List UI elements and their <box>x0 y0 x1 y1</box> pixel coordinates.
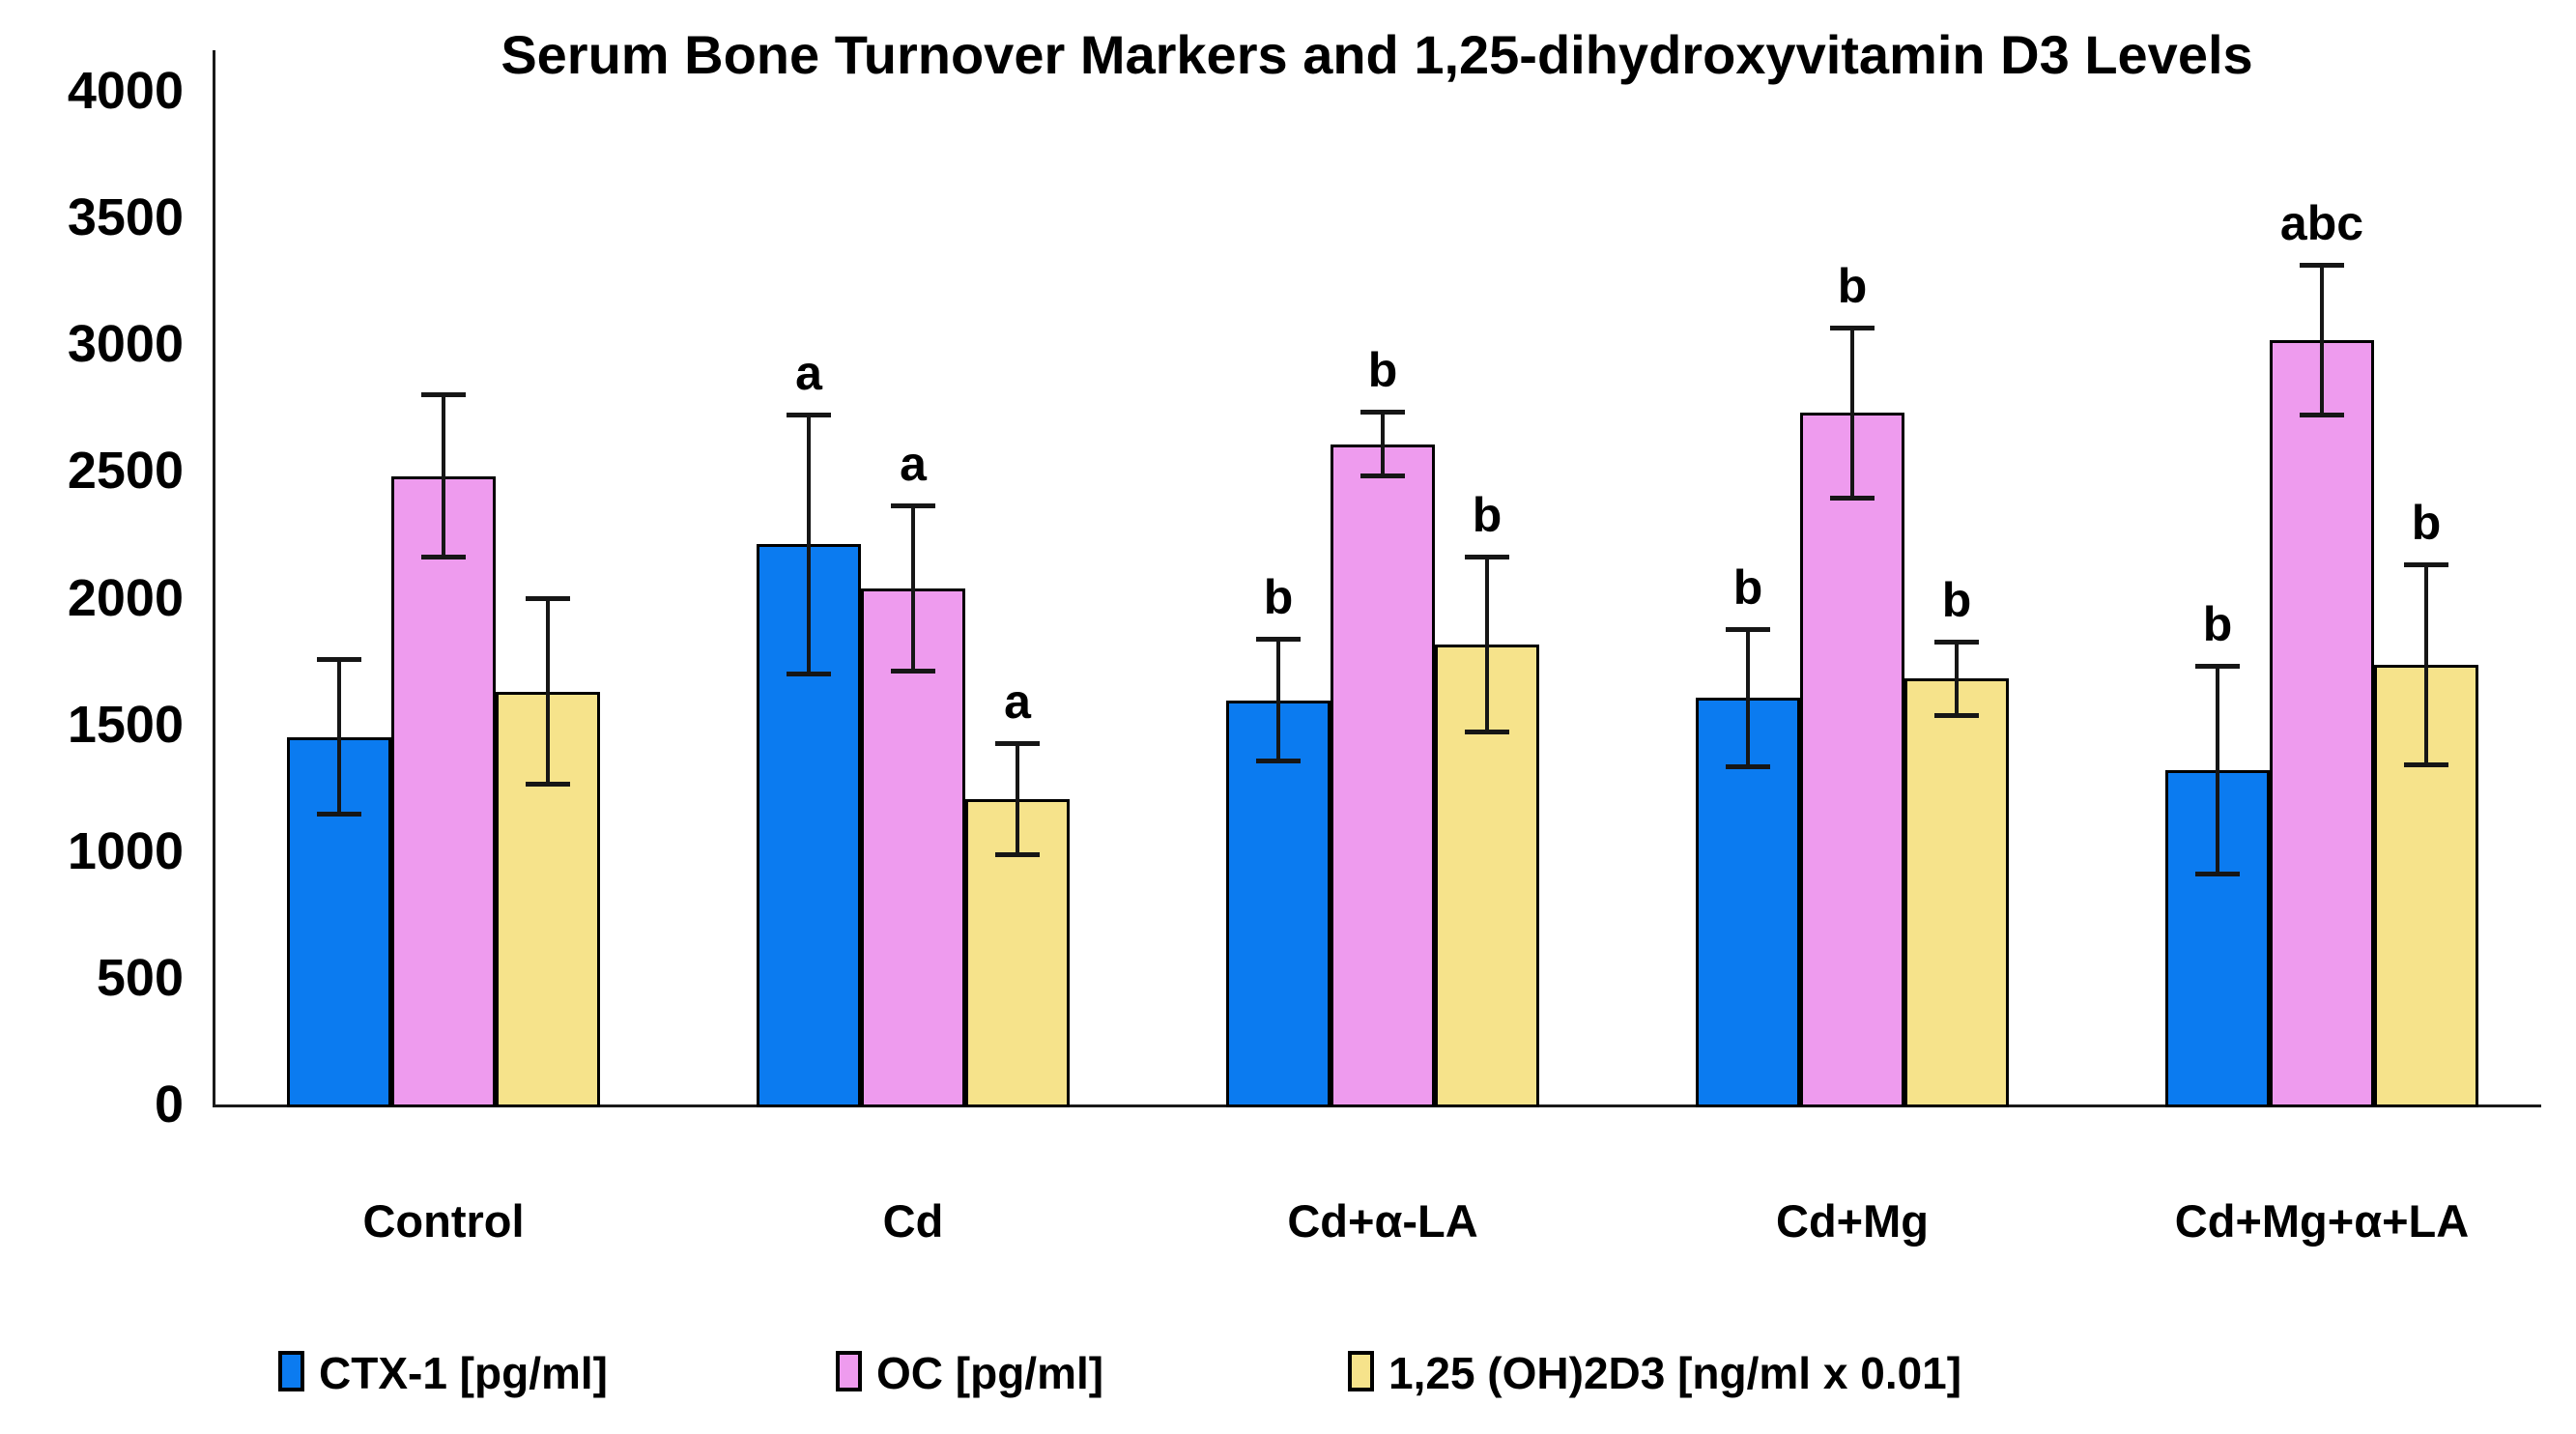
significance-letter: b <box>1263 570 1294 625</box>
error-bar-cap-bottom <box>526 781 570 787</box>
error-bar-line <box>337 657 341 817</box>
significance-letter: abc <box>2279 196 2364 251</box>
error-bar-cap-bottom <box>995 852 1040 858</box>
chart-title: Serum Bone Turnover Markers and 1,25-dih… <box>501 24 2253 85</box>
error-bar-cap-bottom <box>317 812 361 817</box>
significance-letter: b <box>1367 343 1398 398</box>
error-bar-cap-top <box>1465 554 1509 559</box>
y-axis-line <box>213 50 215 1107</box>
error-bar-line <box>1485 554 1489 735</box>
bar-ctx1-group3 <box>1226 700 1331 1107</box>
error-bar-line <box>911 503 915 674</box>
legend-label: CTX-1 [pg/ml] <box>319 1348 608 1398</box>
y-tick-label: 2500 <box>67 442 184 501</box>
error-bar-cap-bottom <box>1726 763 1770 769</box>
error-bar-cap-bottom <box>421 555 466 560</box>
error-bar-cap-bottom <box>2300 413 2344 418</box>
y-tick-label: 1500 <box>67 695 184 754</box>
error-bar-cap-bottom <box>1465 730 1509 735</box>
error-bar-line <box>1276 637 1280 764</box>
x-axis-category-label: Cd <box>882 1195 944 1247</box>
y-tick-label: 3000 <box>67 315 184 374</box>
error-bar-line <box>1955 639 1959 719</box>
error-bar-line <box>807 413 811 676</box>
legend-swatch-icon <box>836 1351 862 1391</box>
error-bar-cap-top <box>1360 410 1405 416</box>
y-tick-label: 4000 <box>67 62 184 120</box>
significance-letter: b <box>2411 495 2442 550</box>
error-bar-cap-top <box>2300 263 2344 269</box>
error-bar-cap-bottom <box>1256 759 1301 764</box>
error-bar-cap-bottom <box>1830 495 1875 501</box>
error-bar-cap-bottom <box>891 669 935 674</box>
error-bar-cap-top <box>995 740 1040 746</box>
bar-oc-group4 <box>1800 413 1904 1107</box>
legend-swatch-icon <box>278 1351 304 1391</box>
significance-letter: a <box>900 437 927 492</box>
error-bar-line <box>442 392 445 560</box>
bar-oc-group3 <box>1331 444 1435 1107</box>
significance-letter: a <box>1004 674 1031 729</box>
x-axis-category-label: Cd+Mg <box>1776 1195 1929 1247</box>
bar-oc-group1 <box>391 475 496 1107</box>
legend-label: OC [pg/ml] <box>876 1348 1104 1398</box>
y-tick-label: 0 <box>154 1076 184 1133</box>
bar-oc-group5 <box>2270 340 2374 1107</box>
error-bar-cap-top <box>891 503 935 509</box>
error-bar-cap-top <box>1830 325 1875 330</box>
error-bar-cap-bottom <box>787 671 831 676</box>
error-bar-line <box>1016 740 1019 858</box>
error-bar-cap-top <box>1256 637 1301 643</box>
error-bar-line <box>1850 325 1854 501</box>
legend-swatch-icon <box>1348 1351 1374 1391</box>
significance-letter: b <box>1941 572 1972 627</box>
error-bar-cap-top <box>1726 626 1770 632</box>
error-bar-cap-bottom <box>1360 473 1405 479</box>
error-bar-cap-top <box>317 657 361 663</box>
error-bar-line <box>1381 410 1385 479</box>
error-bar-line <box>2320 263 2324 418</box>
significance-letter: a <box>795 346 822 401</box>
error-bar-line <box>2424 561 2428 768</box>
significance-letter: b <box>1732 559 1763 615</box>
bar-d3-group3 <box>1435 645 1539 1107</box>
significance-letter: b <box>2202 596 2233 651</box>
error-bar-cap-top <box>787 413 831 418</box>
y-tick-label: 2000 <box>67 568 184 627</box>
x-axis-category-label: Cd+Mg+α+LA <box>2174 1195 2470 1247</box>
bar-d3-group4 <box>1904 678 2009 1107</box>
error-bar-cap-bottom <box>2195 871 2240 876</box>
bar-oc-group2 <box>861 588 965 1107</box>
significance-letter: b <box>1472 487 1503 542</box>
error-bar-cap-top <box>2404 561 2448 567</box>
y-tick-label: 1000 <box>67 821 184 880</box>
legend-label: 1,25 (OH)2D3 [ng/ml x 0.01] <box>1388 1348 1962 1398</box>
error-bar-cap-bottom <box>2404 762 2448 768</box>
error-bar-cap-top <box>526 596 570 602</box>
error-bar-cap-top <box>2195 663 2240 669</box>
error-bar-cap-bottom <box>1934 713 1979 719</box>
error-bar-line <box>546 596 550 787</box>
error-bar-line <box>2216 663 2219 876</box>
y-tick-label: 3500 <box>67 188 184 247</box>
x-axis-category-label: Cd+α-LA <box>1287 1195 1478 1247</box>
error-bar-cap-top <box>1934 639 1979 645</box>
x-axis-category-label: Control <box>362 1195 525 1247</box>
error-bar-cap-top <box>421 392 466 398</box>
y-tick-label: 500 <box>96 948 184 1007</box>
error-bar-line <box>1746 626 1750 769</box>
significance-letter: b <box>1837 258 1868 313</box>
